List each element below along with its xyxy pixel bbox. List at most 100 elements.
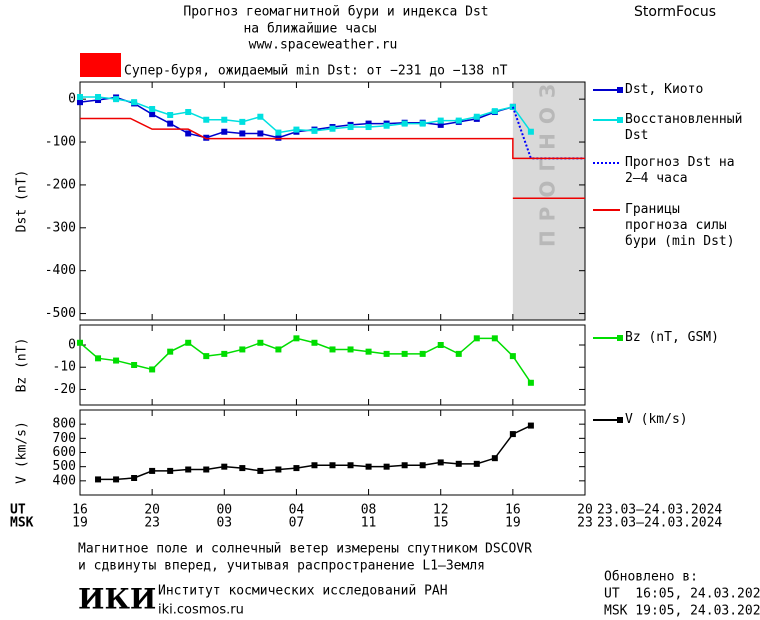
x-tick-label: 19 xyxy=(72,516,88,531)
data-point xyxy=(419,350,426,357)
data-point xyxy=(203,353,210,360)
data-point xyxy=(185,109,192,116)
data-point xyxy=(185,339,192,346)
data-point xyxy=(437,121,444,128)
data-point xyxy=(509,353,516,360)
data-point xyxy=(293,465,300,472)
series-line xyxy=(98,424,532,481)
data-point xyxy=(383,350,390,357)
date-label: 23.03–24.03.2024 xyxy=(597,503,722,518)
series-line xyxy=(80,96,532,134)
x-tick-label: 16 xyxy=(505,503,521,518)
x-tick-label: 19 xyxy=(505,516,521,531)
data-point xyxy=(203,466,210,473)
data-point xyxy=(167,348,174,355)
data-point xyxy=(221,463,228,470)
data-point xyxy=(203,134,210,141)
data-point xyxy=(275,346,282,353)
data-point xyxy=(401,120,408,127)
y-tick-label: -200 xyxy=(45,177,76,192)
data-point xyxy=(455,350,462,357)
x-tick-label: 00 xyxy=(216,503,232,518)
data-point xyxy=(365,463,372,470)
data-point xyxy=(113,357,120,364)
x-tick-label: 20 xyxy=(577,503,593,518)
x-tick-label: 03 xyxy=(216,516,232,531)
data-point xyxy=(167,120,174,127)
data-point xyxy=(131,362,138,368)
date-label: 23.03–24.03.2024 xyxy=(597,516,722,531)
data-point xyxy=(311,462,318,469)
x-tick-label: 23 xyxy=(144,516,160,531)
x-tick-label: 16 xyxy=(72,503,88,518)
updated-label: Обновлено в: xyxy=(604,570,698,585)
x-tick-label: 08 xyxy=(361,503,377,518)
legend-marker xyxy=(617,417,623,423)
data-point xyxy=(455,460,462,467)
x-axis-title: UT xyxy=(10,503,26,518)
y-tick-label: -10 xyxy=(53,360,76,375)
x-tick-label: 23 xyxy=(577,516,593,531)
legend-marker xyxy=(617,335,623,341)
data-point xyxy=(383,122,390,129)
data-point xyxy=(365,124,372,131)
data-point xyxy=(149,366,156,373)
data-point xyxy=(113,476,120,483)
data-point xyxy=(221,128,228,135)
data-point xyxy=(293,126,300,133)
legend-entry: Прогноз Dst на 2–4 часа xyxy=(625,155,735,186)
data-point xyxy=(239,465,246,472)
data-point xyxy=(167,112,174,119)
data-point xyxy=(257,113,264,120)
data-point xyxy=(347,346,354,353)
data-point xyxy=(437,342,444,348)
data-point xyxy=(95,476,102,483)
data-point xyxy=(527,379,534,386)
legend-entry: V (km/s) xyxy=(625,412,688,427)
x-tick-label: 11 xyxy=(361,516,377,531)
y-tick-label: 0 xyxy=(68,338,76,353)
data-point xyxy=(185,130,192,137)
data-point xyxy=(455,117,462,124)
forecast-label: ПРОГНОЗ xyxy=(535,75,559,247)
data-point xyxy=(239,118,246,125)
data-point xyxy=(221,116,228,123)
data-point xyxy=(275,134,282,141)
data-point xyxy=(239,130,246,137)
data-point xyxy=(365,348,372,355)
data-point xyxy=(77,339,83,346)
data-point xyxy=(95,355,102,362)
legend-entry: Границы прогноза силы бури (min Dst) xyxy=(625,202,735,249)
data-point xyxy=(185,466,192,473)
y-axis-title: Dst (nT) xyxy=(15,170,30,233)
data-point xyxy=(77,94,83,101)
data-point xyxy=(437,459,444,466)
data-point xyxy=(419,462,426,469)
y-tick-label: 0 xyxy=(68,92,76,107)
legend-entry: Dst, Киото xyxy=(625,82,704,97)
data-point xyxy=(347,462,354,469)
x-tick-label: 20 xyxy=(144,503,160,518)
plot-frame xyxy=(79,409,586,496)
brand: StormFocus xyxy=(634,4,716,20)
data-point xyxy=(491,335,498,342)
plot-frame xyxy=(79,324,586,406)
data-point xyxy=(383,463,390,470)
data-point xyxy=(293,335,300,342)
data-point xyxy=(311,127,318,134)
data-point xyxy=(437,117,444,124)
data-point xyxy=(401,462,408,469)
data-point xyxy=(275,466,282,473)
legend-marker xyxy=(617,87,623,93)
x-tick-label: 12 xyxy=(433,503,449,518)
footer-note: и сдвинуты вперед, учитывая распростране… xyxy=(78,559,485,574)
y-tick-label: 800 xyxy=(53,417,76,432)
data-point xyxy=(131,475,138,481)
data-point xyxy=(473,335,480,342)
y-tick-label: -400 xyxy=(45,263,76,278)
x-axis-title: MSK xyxy=(10,516,34,531)
data-point xyxy=(347,124,354,131)
x-tick-label: 04 xyxy=(289,503,305,518)
footer-note: Магнитное поле и солнечный ветер измерен… xyxy=(78,542,532,557)
legend-marker xyxy=(617,117,623,123)
